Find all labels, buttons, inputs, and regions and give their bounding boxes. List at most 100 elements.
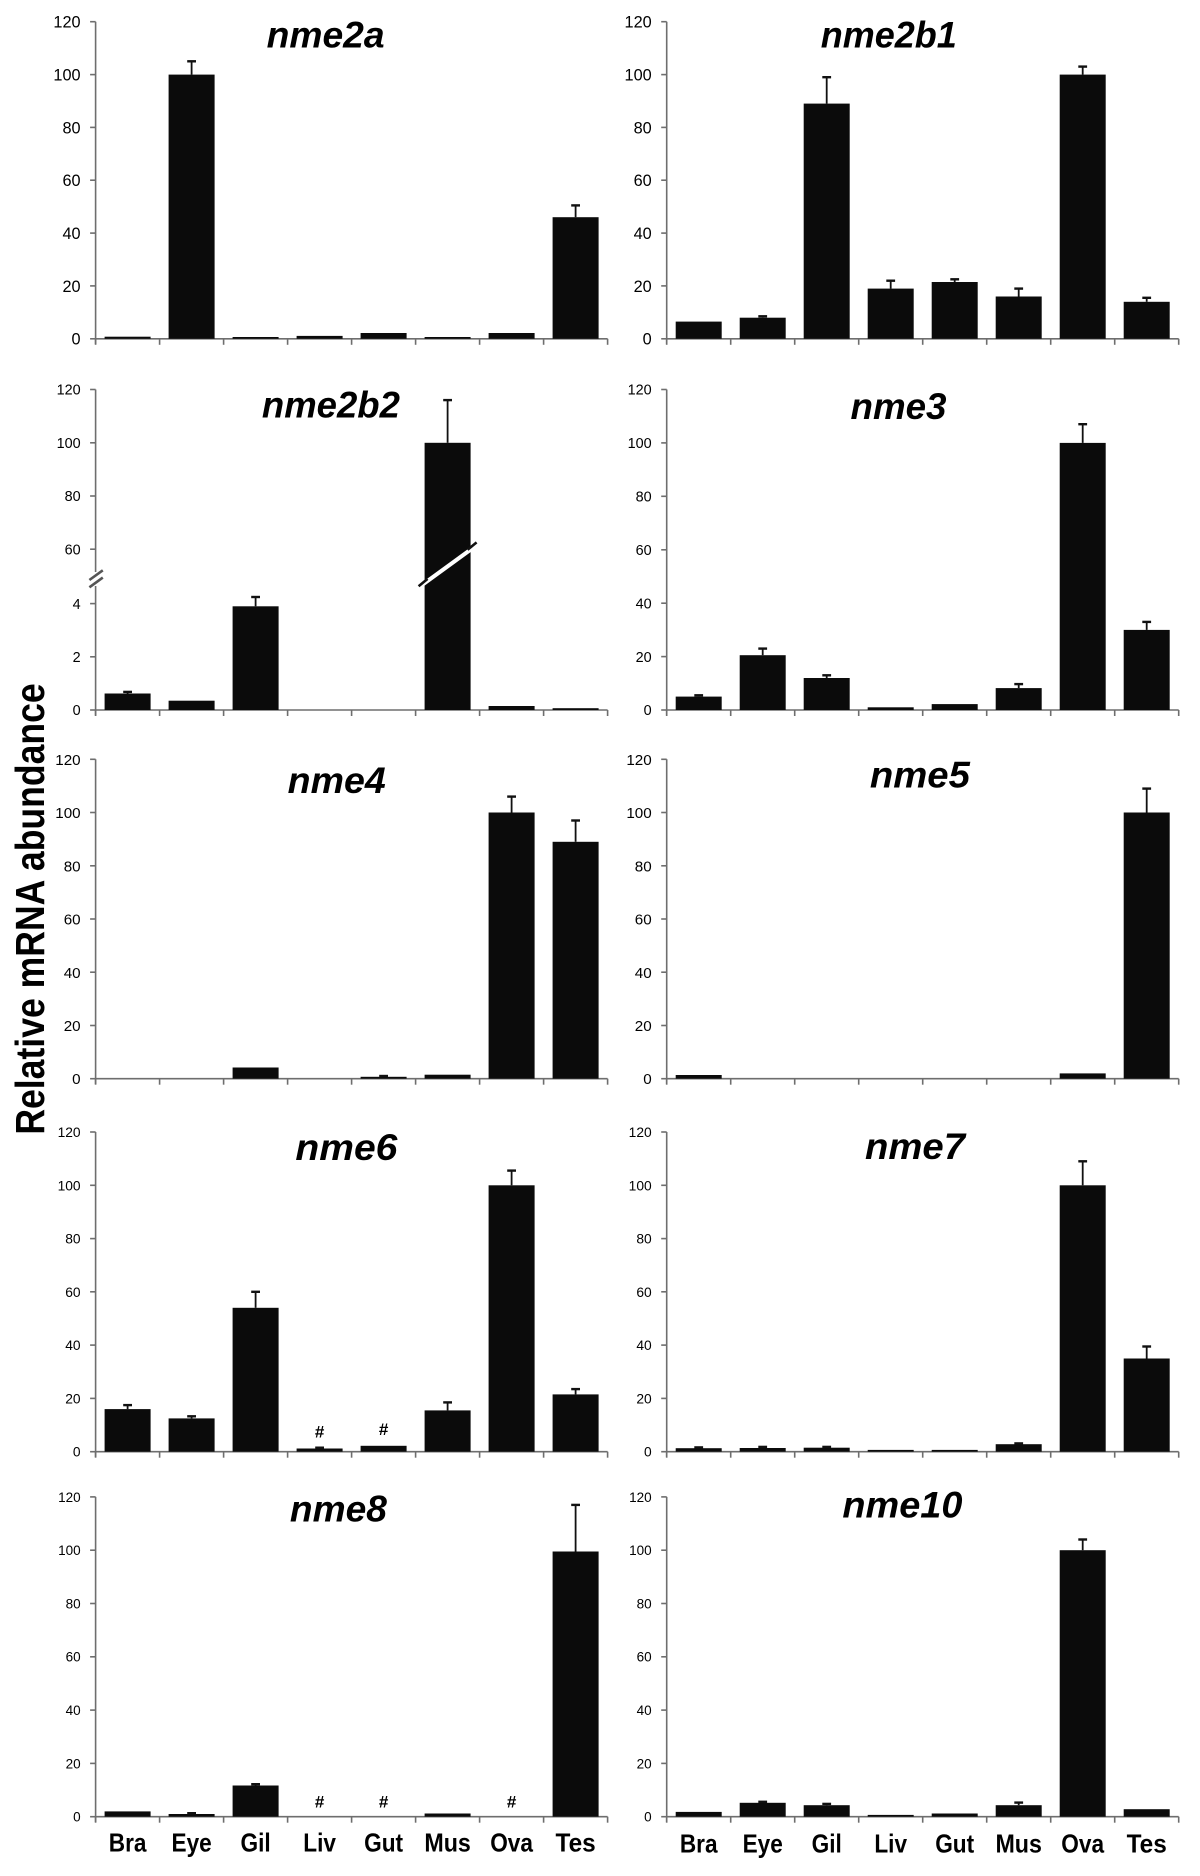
svg-text:100: 100 xyxy=(629,1178,652,1193)
svg-text:60: 60 xyxy=(637,1650,652,1665)
svg-text:100: 100 xyxy=(55,805,80,822)
svg-text:100: 100 xyxy=(629,1543,652,1558)
svg-text:20: 20 xyxy=(637,1756,652,1771)
svg-text:40: 40 xyxy=(66,1703,81,1718)
svg-text:40: 40 xyxy=(636,1338,652,1353)
svg-text:100: 100 xyxy=(628,436,652,452)
svg-text:20: 20 xyxy=(66,1756,81,1771)
svg-text:120: 120 xyxy=(58,1490,81,1505)
svg-text:120: 120 xyxy=(629,1490,652,1505)
svg-text:60: 60 xyxy=(65,543,81,559)
svg-text:40: 40 xyxy=(64,965,81,982)
svg-text:0: 0 xyxy=(73,1445,81,1460)
svg-text:Liv: Liv xyxy=(303,1828,336,1858)
svg-text:40: 40 xyxy=(634,225,652,243)
svg-text:40: 40 xyxy=(636,596,652,612)
svg-text:80: 80 xyxy=(65,1232,81,1247)
svg-text:Gut: Gut xyxy=(935,1829,974,1859)
svg-text:80: 80 xyxy=(637,1596,652,1611)
svg-text:60: 60 xyxy=(634,172,652,190)
svg-text:40: 40 xyxy=(65,1338,81,1353)
svg-text:#: # xyxy=(507,1793,517,1812)
svg-text:nme2b1: nme2b1 xyxy=(821,15,957,56)
svg-text:Relative mRNA abundance: Relative mRNA abundance xyxy=(8,683,54,1134)
svg-text:80: 80 xyxy=(636,490,652,506)
svg-text:120: 120 xyxy=(625,14,652,32)
svg-text:Bra: Bra xyxy=(680,1829,718,1859)
svg-text:Eye: Eye xyxy=(172,1828,212,1858)
svg-text:120: 120 xyxy=(626,752,651,769)
svg-text:60: 60 xyxy=(635,912,652,929)
svg-text:80: 80 xyxy=(65,489,81,505)
svg-text:40: 40 xyxy=(635,965,652,982)
svg-text:20: 20 xyxy=(65,1391,81,1406)
svg-text:60: 60 xyxy=(64,912,81,929)
svg-text:Tes: Tes xyxy=(556,1828,596,1858)
svg-text:Eye: Eye xyxy=(743,1829,783,1859)
svg-text:120: 120 xyxy=(628,383,652,399)
svg-text:#: # xyxy=(379,1793,389,1812)
svg-text:40: 40 xyxy=(637,1703,652,1718)
svg-text:#: # xyxy=(315,1793,325,1812)
svg-text:#: # xyxy=(379,1420,389,1439)
svg-text:Liv: Liv xyxy=(874,1829,907,1859)
svg-text:80: 80 xyxy=(635,858,652,875)
svg-text:nme6: nme6 xyxy=(295,1127,397,1168)
svg-text:0: 0 xyxy=(644,1445,652,1460)
svg-text:120: 120 xyxy=(55,752,80,769)
svg-text:Ova: Ova xyxy=(490,1828,533,1858)
svg-text:100: 100 xyxy=(58,1543,81,1558)
svg-text:Mus: Mus xyxy=(995,1829,1042,1859)
svg-text:80: 80 xyxy=(634,119,652,137)
svg-text:2: 2 xyxy=(73,650,81,666)
svg-text:100: 100 xyxy=(58,1178,81,1193)
svg-text:Gil: Gil xyxy=(812,1829,842,1859)
svg-text:nme10: nme10 xyxy=(842,1485,962,1526)
svg-text:120: 120 xyxy=(57,383,81,399)
svg-text:0: 0 xyxy=(644,703,652,719)
svg-text:Gut: Gut xyxy=(364,1828,403,1858)
svg-text:Mus: Mus xyxy=(424,1828,471,1858)
svg-text:20: 20 xyxy=(634,278,652,296)
svg-text:#: # xyxy=(315,1423,325,1442)
svg-text:20: 20 xyxy=(62,278,80,296)
svg-text:60: 60 xyxy=(636,543,652,559)
svg-text:80: 80 xyxy=(64,858,81,875)
svg-text:Gil: Gil xyxy=(241,1828,271,1858)
svg-text:nme5: nme5 xyxy=(870,755,971,796)
svg-text:0: 0 xyxy=(73,1810,81,1825)
svg-text:20: 20 xyxy=(64,1018,81,1035)
svg-text:0: 0 xyxy=(72,1071,80,1088)
svg-text:4: 4 xyxy=(73,597,81,613)
svg-text:100: 100 xyxy=(626,805,651,822)
svg-text:Bra: Bra xyxy=(109,1828,147,1858)
svg-text:nme4: nme4 xyxy=(288,760,386,801)
svg-text:120: 120 xyxy=(58,1125,81,1140)
svg-text:60: 60 xyxy=(66,1650,81,1665)
svg-text:Ova: Ova xyxy=(1061,1829,1104,1859)
svg-text:60: 60 xyxy=(65,1285,81,1300)
svg-text:40: 40 xyxy=(62,225,80,243)
svg-text:nme2a: nme2a xyxy=(267,15,385,56)
svg-text:60: 60 xyxy=(636,1285,652,1300)
svg-text:20: 20 xyxy=(635,1018,652,1035)
svg-text:100: 100 xyxy=(625,67,652,85)
svg-text:0: 0 xyxy=(644,1810,652,1825)
svg-text:0: 0 xyxy=(643,331,652,349)
svg-text:80: 80 xyxy=(62,119,80,137)
svg-text:nme2b2: nme2b2 xyxy=(262,385,400,426)
svg-text:20: 20 xyxy=(636,1391,652,1406)
svg-text:60: 60 xyxy=(62,172,80,190)
svg-text:nme8: nme8 xyxy=(290,1489,387,1530)
svg-text:0: 0 xyxy=(72,331,81,349)
svg-text:80: 80 xyxy=(636,1232,652,1247)
svg-text:nme3: nme3 xyxy=(851,386,947,427)
svg-text:0: 0 xyxy=(643,1071,651,1088)
svg-text:120: 120 xyxy=(629,1125,652,1140)
svg-text:80: 80 xyxy=(66,1596,81,1611)
svg-text:100: 100 xyxy=(57,436,81,452)
svg-text:nme7: nme7 xyxy=(865,1126,968,1167)
svg-text:100: 100 xyxy=(53,67,80,85)
svg-text:120: 120 xyxy=(53,14,80,32)
svg-text:0: 0 xyxy=(73,703,81,719)
